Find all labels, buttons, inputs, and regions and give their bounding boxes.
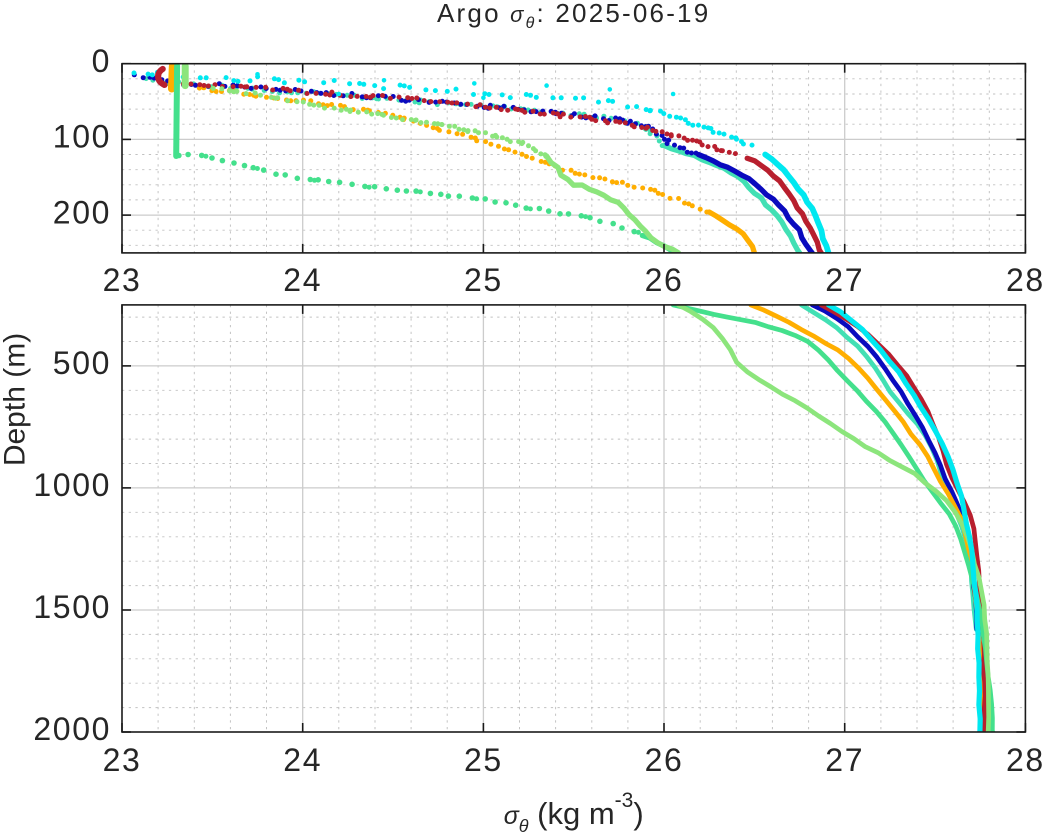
svg-text:28: 28 [1006,742,1044,778]
svg-text:23: 23 [103,742,142,778]
svg-text:25: 25 [464,742,503,778]
svg-text:500: 500 [53,345,111,381]
svg-text:27: 27 [825,262,864,298]
svg-text:Depth (m): Depth (m) [0,333,32,466]
svg-text:2000: 2000 [33,711,111,747]
svg-text:Argo σθ: 2025-06-19: Argo σθ: 2025-06-19 [437,0,710,32]
svg-text:24: 24 [283,742,322,778]
svg-text:28: 28 [1006,262,1044,298]
svg-text:25: 25 [464,262,503,298]
svg-text:200: 200 [53,194,111,230]
svg-text:27: 27 [825,742,864,778]
svg-text:24: 24 [283,262,322,298]
svg-text:26: 26 [645,742,684,778]
svg-text:1000: 1000 [33,467,111,503]
svg-text:1500: 1500 [33,589,111,625]
svg-text:26: 26 [645,262,684,298]
svg-text:23: 23 [103,262,142,298]
svg-text:100: 100 [53,119,111,155]
svg-text:0: 0 [92,43,111,79]
svg-text:σθ (kg m-3): σθ (kg m-3) [504,789,644,835]
